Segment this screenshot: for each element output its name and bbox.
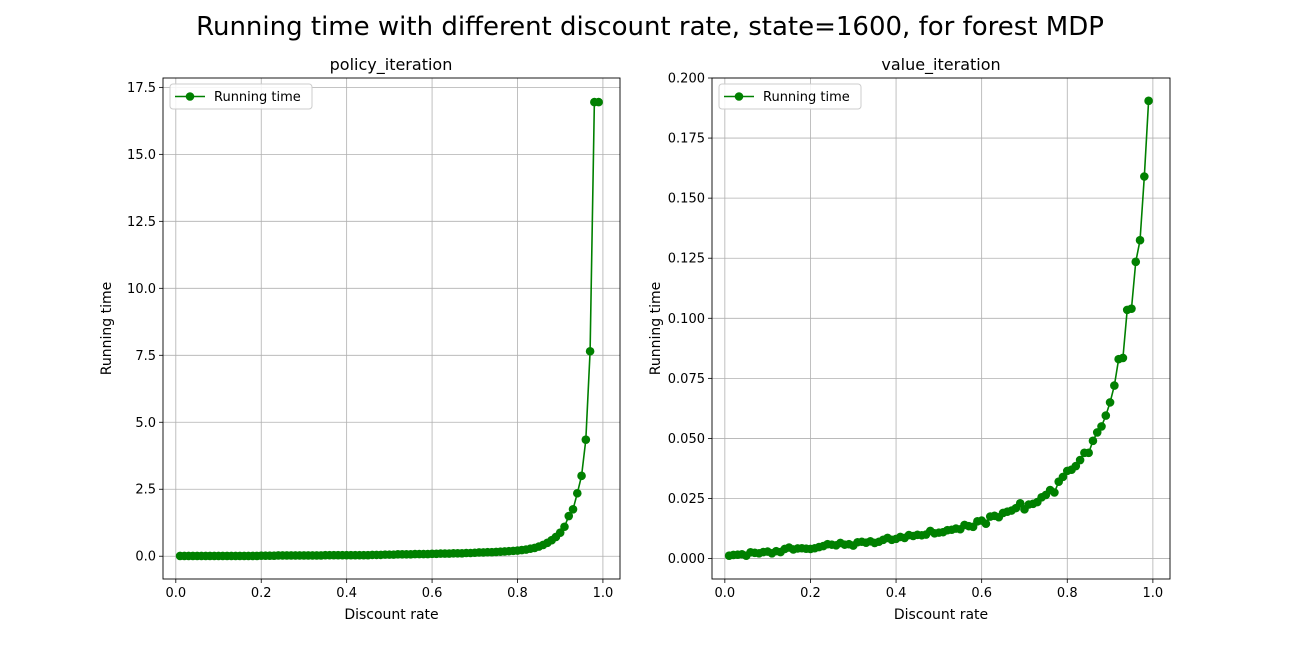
y-tick-label: 10.0 [127,282,156,297]
data-point [981,519,991,529]
y-tick-label: 0.100 [668,312,705,327]
data-point [1118,353,1128,363]
x-tick-label: 0.8 [1057,586,1078,601]
data-point [577,471,586,481]
y-tick-label: 0.175 [668,132,705,147]
subplot-value-iteration: value_iteration 0.0 0.2 0.4 0.6 0.8 1.0 0.000… [648,55,1171,623]
data-point [564,511,574,521]
data-point [1101,411,1111,420]
data-point [1105,398,1115,407]
value-iteration-ylabel: Running time [648,282,664,375]
figure-title: Running time with different discount rat… [196,12,1104,42]
y-tick-label: 2.5 [135,483,156,498]
x-tick-label: 0.2 [251,586,272,601]
legend-marker [734,92,744,101]
x-tick-label: 0.6 [971,586,992,601]
data-point [1110,381,1119,390]
x-tick-label: 0.4 [886,586,907,601]
policy-iteration-legend: Running time [169,83,313,110]
data-point [594,97,603,107]
x-tick-label: 1.0 [1143,586,1164,601]
legend-marker [185,92,195,101]
value-iteration-frame [711,77,1171,580]
data-point [1015,499,1025,508]
data-point [1084,448,1093,458]
data-point [1135,235,1145,245]
data-point [585,346,595,356]
data-point [572,488,582,498]
y-tick-label: 15.0 [127,148,156,163]
data-point [1050,488,1059,497]
y-tick-label: 0.075 [668,372,705,387]
data-point [1140,172,1149,181]
value-iteration-xlabel: Discount rate [894,607,988,623]
data-point [1075,455,1085,465]
data-point [1071,461,1081,471]
data-point [568,505,578,514]
y-tick-label: 17.5 [127,81,156,96]
x-tick-label: 0.8 [507,586,528,601]
data-point [581,435,591,444]
y-tick-label: 0.125 [668,252,705,267]
x-tick-label: 1.0 [593,586,614,601]
y-tick-label: 7.5 [135,349,156,364]
data-point [1097,422,1106,431]
y-tick-label: 0.050 [668,432,705,447]
value-iteration-title: value_iteration [881,55,1000,75]
x-tick-label: 0.0 [714,586,735,601]
data-point [1092,428,1102,437]
legend-box [718,83,862,110]
policy-iteration-title: policy_iteration [330,55,453,75]
data-point [1088,436,1098,446]
x-tick-label: 0.2 [800,586,821,601]
subplot-policy-iteration: policy_iteration 0.0 0.2 0.4 0.6 0.8 1.0 0.0 2… [99,55,621,623]
legend-box [169,83,313,110]
data-point [1127,304,1136,313]
y-tick-label: 12.5 [127,215,156,230]
x-tick-label: 0.4 [336,586,357,601]
policy-iteration-frame [162,77,621,580]
y-tick-label: 0.025 [668,492,705,507]
x-tick-label: 0.0 [165,586,186,601]
data-point [1058,472,1068,482]
x-tick-label: 0.6 [422,586,443,601]
policy-iteration-xlabel: Discount rate [344,607,438,623]
y-tick-label: 0.200 [668,72,705,87]
y-tick-label: 0.000 [668,552,705,567]
series-line-0 [180,101,599,557]
data-point [560,522,569,532]
legend-label: Running time [763,90,850,105]
y-tick-label: 5.0 [135,416,156,431]
value-iteration-legend: Running time [718,83,862,110]
series-line-0 [728,100,1150,557]
legend-label: Running time [214,90,301,105]
y-tick-label: 0.0 [135,550,156,565]
y-tick-label: 0.150 [668,192,705,207]
data-point [1131,257,1141,267]
policy-iteration-ylabel: Running time [99,282,115,375]
data-point [1144,96,1153,106]
